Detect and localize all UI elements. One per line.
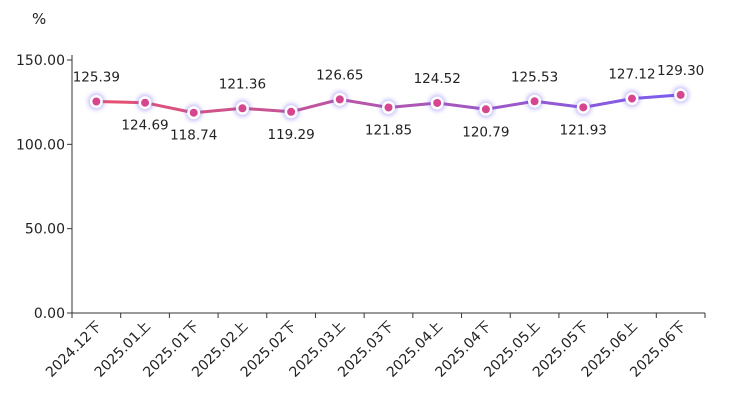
data-point-dot: [189, 108, 198, 117]
data-point: [672, 86, 689, 103]
data-point-dot: [433, 98, 442, 107]
data-label: 125.39: [73, 70, 120, 86]
data-point: [137, 94, 154, 111]
data-point: [526, 93, 543, 110]
data-point-dot: [676, 90, 685, 99]
data-point: [477, 101, 494, 118]
data-point-dot: [92, 97, 101, 106]
data-label: 121.93: [560, 122, 607, 138]
data-point: [575, 99, 592, 116]
data-label: 124.52: [414, 71, 461, 87]
data-point: [623, 90, 640, 107]
y-tick-label: 150.00: [16, 53, 65, 69]
y-tick-label: 100.00: [16, 137, 65, 153]
data-label: 124.69: [121, 118, 168, 134]
data-point: [283, 103, 300, 120]
data-label: 119.29: [267, 127, 314, 143]
y-axis-unit: %: [32, 10, 47, 28]
data-point-dot: [627, 94, 636, 103]
data-label: 121.36: [219, 76, 266, 92]
data-point: [331, 91, 348, 108]
data-point: [429, 94, 446, 111]
data-label: 127.12: [608, 67, 655, 83]
data-point-dot: [481, 105, 490, 114]
data-point: [234, 100, 251, 117]
data-label: 121.85: [365, 122, 412, 138]
data-point-dot: [384, 103, 393, 112]
y-tick-label: 0.00: [34, 306, 65, 322]
data-point: [380, 99, 397, 116]
data-label: 126.65: [316, 67, 363, 83]
data-point-dot: [579, 103, 588, 112]
data-point-dot: [141, 98, 150, 107]
data-point-dot: [287, 107, 296, 116]
y-tick-label: 50.00: [25, 222, 65, 238]
data-point: [88, 93, 105, 110]
data-label: 118.74: [170, 128, 217, 144]
data-label: 125.53: [511, 69, 558, 85]
data-point: [185, 104, 202, 121]
data-point-dot: [238, 104, 247, 113]
data-label: 120.79: [462, 124, 509, 140]
data-point-dot: [530, 97, 539, 106]
data-label: 129.30: [657, 63, 704, 79]
data-point-dot: [335, 95, 344, 104]
